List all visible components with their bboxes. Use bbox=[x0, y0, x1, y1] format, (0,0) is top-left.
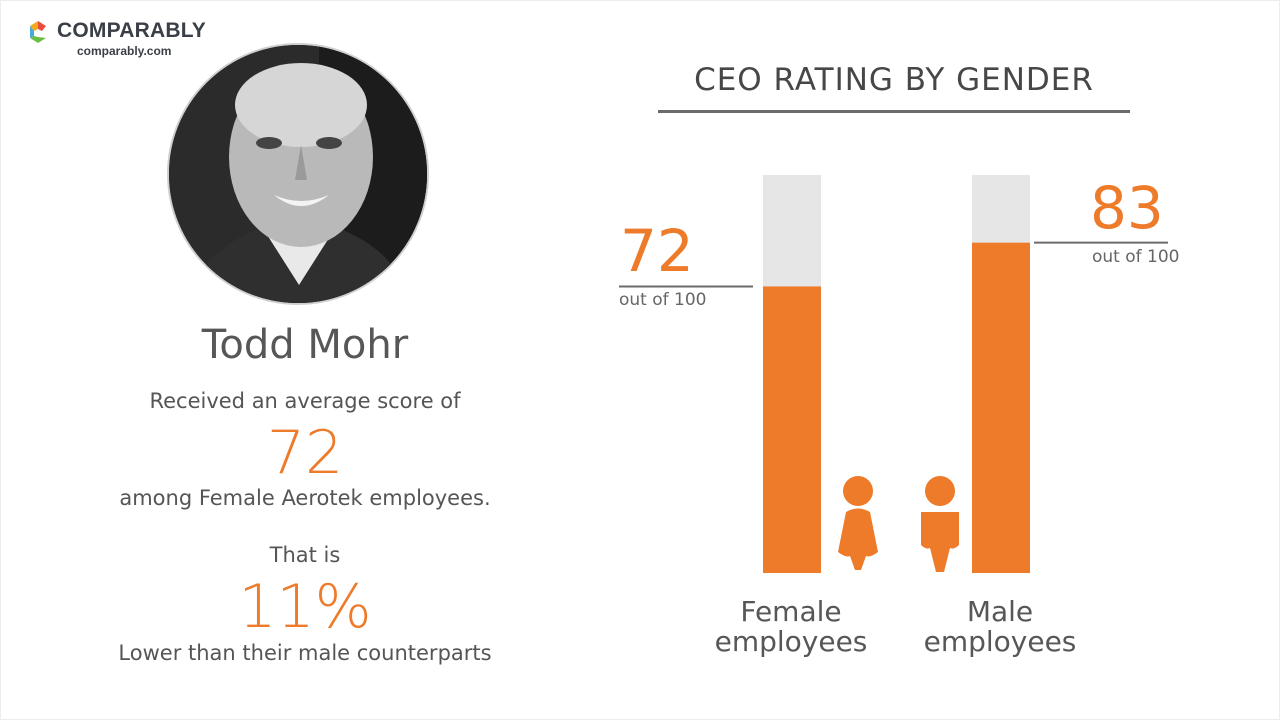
male-value-label: 83 bbox=[1090, 173, 1164, 242]
female-person-head-icon bbox=[843, 476, 873, 506]
summary-line-4: Lower than their male counterparts bbox=[118, 641, 492, 665]
comparably-logo-icon bbox=[30, 21, 46, 43]
brand-url[interactable]: comparably.com bbox=[77, 44, 172, 58]
female-person-icon bbox=[838, 508, 878, 570]
ceo-name: Todd Mohr bbox=[201, 322, 409, 368]
brand-name: COMPARABLY bbox=[57, 19, 207, 42]
female-value-suffix: out of 100 bbox=[619, 290, 707, 311]
category-label-female: Female employees bbox=[714, 595, 868, 658]
chart-title-rule bbox=[658, 110, 1130, 113]
bar-0 bbox=[763, 286, 821, 573]
chart-title: CEO RATING BY GENDER bbox=[694, 62, 1094, 98]
summary-difference: 11% bbox=[238, 572, 372, 642]
summary-score: 72 bbox=[266, 418, 344, 488]
summary-line-1: Received an average score of bbox=[149, 389, 461, 413]
male-person-icon bbox=[921, 512, 959, 572]
category-label-male: Male employees bbox=[923, 595, 1077, 658]
ceo-portrait bbox=[167, 43, 429, 305]
summary-line-2: among Female Aerotek employees. bbox=[119, 486, 491, 510]
summary-line-3: That is bbox=[269, 543, 341, 567]
male-person-head-icon bbox=[925, 476, 955, 506]
female-value-label: 72 bbox=[620, 217, 694, 286]
male-value-suffix: out of 100 bbox=[1092, 246, 1180, 267]
bar-1 bbox=[972, 242, 1030, 573]
